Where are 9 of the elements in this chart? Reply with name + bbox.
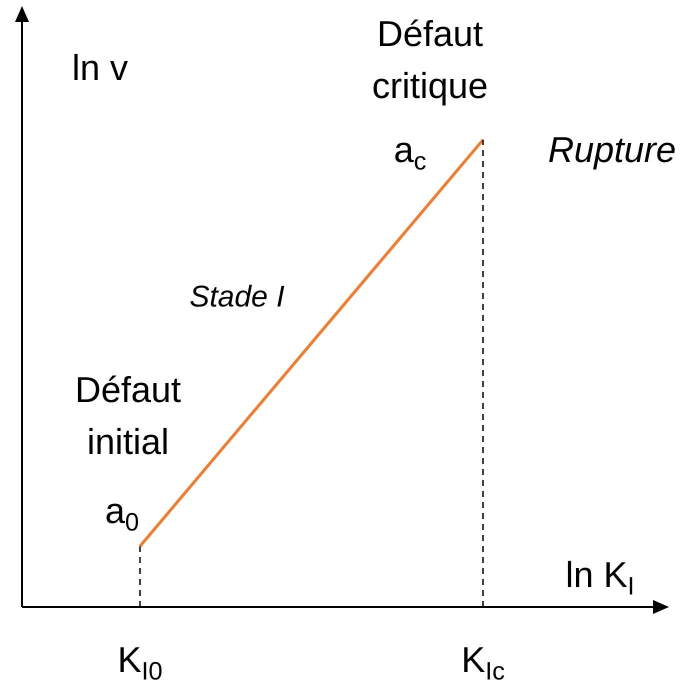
y-axis-title: ln v xyxy=(72,46,128,90)
annotation: a$_{c}$ xyxy=(394,128,426,176)
annotation: Rupture xyxy=(548,128,676,172)
annotation: Stade I xyxy=(189,279,285,316)
x-tick-label: K$_{I0}$ xyxy=(117,638,163,686)
x-tick-label: K$_{Ic}$ xyxy=(461,638,505,686)
annotation: a$_{0}$ xyxy=(104,489,140,538)
x-axis-title: ln K$_{I}$ xyxy=(565,552,635,602)
annotation: Défaut initial xyxy=(74,368,182,464)
